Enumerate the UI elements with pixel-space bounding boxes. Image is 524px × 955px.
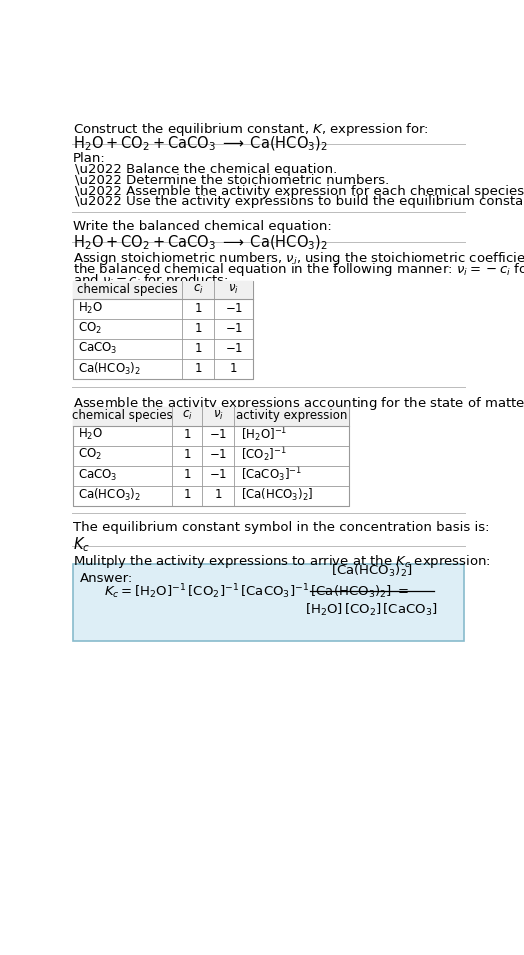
- Text: Mulitply the activity expressions to arrive at the $K_c$ expression:: Mulitply the activity expressions to arr…: [73, 554, 491, 570]
- Text: $-1$: $-1$: [209, 429, 227, 441]
- Text: Answer:: Answer:: [80, 572, 133, 585]
- Text: 1: 1: [183, 429, 191, 441]
- Text: 1: 1: [214, 488, 222, 501]
- Text: $[\mathrm{CaCO_3}]^{-1}$: $[\mathrm{CaCO_3}]^{-1}$: [241, 466, 302, 484]
- Text: 1: 1: [183, 449, 191, 461]
- Bar: [73, 281, 253, 379]
- Bar: [73, 564, 464, 641]
- Text: $\mathrm{CO_2}$: $\mathrm{CO_2}$: [78, 447, 102, 462]
- Text: $c_i$: $c_i$: [182, 409, 192, 422]
- Text: Construct the equilibrium constant, $K$, expression for:: Construct the equilibrium constant, $K$,…: [73, 120, 429, 138]
- Text: $[\mathrm{CO_2}]^{-1}$: $[\mathrm{CO_2}]^{-1}$: [241, 446, 287, 464]
- Text: the balanced chemical equation in the following manner: $\nu_i = -c_i$ for react: the balanced chemical equation in the fo…: [73, 261, 524, 278]
- Text: chemical species: chemical species: [77, 283, 178, 296]
- Text: 1: 1: [194, 362, 202, 375]
- Text: $\mathrm{H_2O}$: $\mathrm{H_2O}$: [78, 301, 103, 316]
- Text: \u2022 Balance the chemical equation.: \u2022 Balance the chemical equation.: [75, 163, 337, 176]
- Text: $\mathrm{CaCO_3}$: $\mathrm{CaCO_3}$: [78, 341, 117, 356]
- Text: Plan:: Plan:: [73, 152, 106, 164]
- Text: $K_c$: $K_c$: [73, 535, 90, 554]
- Text: 1: 1: [194, 322, 202, 335]
- Text: 1: 1: [194, 342, 202, 355]
- Text: 1: 1: [183, 469, 191, 481]
- Text: and $\nu_i = c_i$ for products:: and $\nu_i = c_i$ for products:: [73, 271, 229, 288]
- Text: $\mathrm{H_2O + CO_2 + CaCO_3 \;\longrightarrow\; Ca(HCO_3)_2}$: $\mathrm{H_2O + CO_2 + CaCO_3 \;\longrig…: [73, 233, 328, 251]
- Text: activity expression: activity expression: [236, 409, 347, 422]
- Text: \u2022 Use the activity expressions to build the equilibrium constant expression: \u2022 Use the activity expressions to b…: [75, 196, 524, 208]
- Text: chemical species: chemical species: [72, 409, 173, 422]
- Bar: [73, 281, 253, 300]
- Text: $\nu_i$: $\nu_i$: [213, 409, 224, 422]
- Text: $-1$: $-1$: [209, 449, 227, 461]
- Text: Write the balanced chemical equation:: Write the balanced chemical equation:: [73, 220, 332, 233]
- Bar: [73, 407, 349, 506]
- Text: $[\mathrm{Ca(HCO_3)_2}]$: $[\mathrm{Ca(HCO_3)_2}]$: [241, 487, 313, 503]
- Text: $[\mathrm{Ca(HCO_3)_2}]$: $[\mathrm{Ca(HCO_3)_2}]$: [331, 562, 412, 579]
- Text: 1: 1: [194, 302, 202, 315]
- Text: The equilibrium constant symbol in the concentration basis is:: The equilibrium constant symbol in the c…: [73, 521, 490, 534]
- Text: $\mathrm{H_2O}$: $\mathrm{H_2O}$: [78, 428, 103, 442]
- Text: Assign stoichiometric numbers, $\nu_i$, using the stoichiometric coefficients, $: Assign stoichiometric numbers, $\nu_i$, …: [73, 250, 524, 267]
- Text: $-1$: $-1$: [209, 469, 227, 481]
- Text: \u2022 Determine the stoichiometric numbers.: \u2022 Determine the stoichiometric numb…: [75, 174, 389, 187]
- Text: $-1$: $-1$: [225, 342, 243, 355]
- Text: $[\mathrm{H_2O}]^{-1}$: $[\mathrm{H_2O}]^{-1}$: [241, 426, 287, 444]
- Text: $-1$: $-1$: [225, 322, 243, 335]
- Text: 1: 1: [230, 362, 237, 375]
- Text: $K_c = [\mathrm{H_2O}]^{-1}\,[\mathrm{CO_2}]^{-1}\,[\mathrm{CaCO_3}]^{-1}\,[\mat: $K_c = [\mathrm{H_2O}]^{-1}\,[\mathrm{CO…: [104, 582, 409, 601]
- Text: $-1$: $-1$: [225, 302, 243, 315]
- Text: 1: 1: [183, 488, 191, 501]
- Text: $\nu_i$: $\nu_i$: [228, 283, 239, 296]
- Text: $\mathrm{H_2O + CO_2 + CaCO_3 \;\longrightarrow\; Ca(HCO_3)_2}$: $\mathrm{H_2O + CO_2 + CaCO_3 \;\longrig…: [73, 135, 328, 153]
- Bar: [73, 407, 349, 426]
- Text: $\mathrm{CO_2}$: $\mathrm{CO_2}$: [78, 321, 102, 336]
- Text: $\mathrm{Ca(HCO_3)_2}$: $\mathrm{Ca(HCO_3)_2}$: [78, 361, 141, 377]
- Text: $c_i$: $c_i$: [193, 283, 203, 296]
- Text: \u2022 Assemble the activity expression for each chemical species.: \u2022 Assemble the activity expression …: [75, 184, 524, 198]
- Text: Assemble the activity expressions accounting for the state of matter and $\nu_i$: Assemble the activity expressions accoun…: [73, 394, 524, 412]
- Text: $\mathrm{CaCO_3}$: $\mathrm{CaCO_3}$: [78, 467, 117, 482]
- Text: $\mathrm{Ca(HCO_3)_2}$: $\mathrm{Ca(HCO_3)_2}$: [78, 487, 141, 503]
- Text: $[\mathrm{H_2O}]\,[\mathrm{CO_2}]\,[\mathrm{CaCO_3}]$: $[\mathrm{H_2O}]\,[\mathrm{CO_2}]\,[\mat…: [305, 602, 438, 618]
